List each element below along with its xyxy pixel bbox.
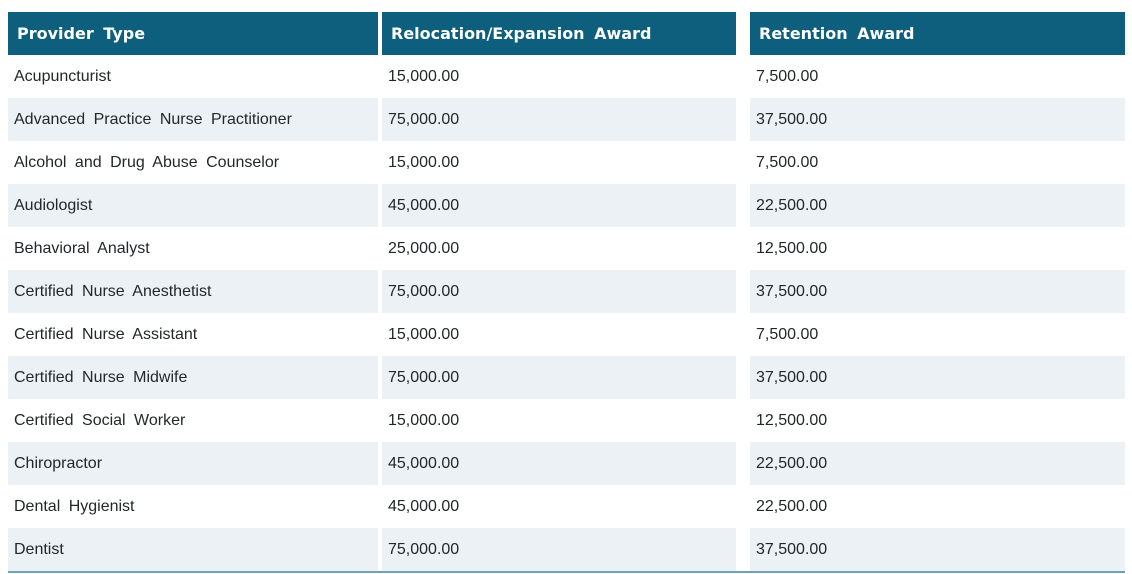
- table-row: Chiropractor 45,000.00 22,500.00: [8, 442, 1125, 485]
- table-body: Acupuncturist 15,000.00 7,500.00 Advanced P…: [8, 55, 1125, 571]
- relocation-expansion-award-cell: 45,000.00: [378, 442, 736, 485]
- provider-type-cell: Audiologist: [8, 184, 378, 227]
- provider-type-cell: Chiropractor: [8, 442, 378, 485]
- relocation-expansion-award-cell: 75,000.00: [378, 270, 736, 313]
- retention-award-cell: 22,500.00: [736, 442, 1125, 485]
- column-header-provider-type: Provider Type: [8, 12, 378, 55]
- relocation-expansion-award-cell: 25,000.00: [378, 227, 736, 270]
- retention-award-cell: 12,500.00: [736, 227, 1125, 270]
- provider-awards-table: Provider Type Relocation/Expansion Award…: [8, 12, 1125, 573]
- table-row: Dental Hygienist 45,000.00 22,500.00: [8, 485, 1125, 528]
- retention-award-cell: 37,500.00: [736, 528, 1125, 571]
- relocation-expansion-award-cell: 45,000.00: [378, 485, 736, 528]
- column-header-relocation-expansion-award: Relocation/Expansion Award: [378, 12, 736, 55]
- provider-type-cell: Behavioral Analyst: [14, 239, 150, 257]
- relocation-expansion-award-cell: 75,000.00: [378, 98, 736, 141]
- relocation-expansion-award-cell: 15,000.00: [378, 399, 736, 442]
- column-header-retention-award: Retention Award: [736, 12, 1125, 55]
- retention-award-cell: 12,500.00: [736, 399, 1125, 442]
- provider-type-cell: Alcohol and Drug Abuse Counselor: [14, 153, 280, 171]
- retention-award-cell: 37,500.00: [736, 98, 1125, 141]
- provider-type-cell: Certified Social Worker: [14, 411, 186, 429]
- relocation-expansion-award-cell: 75,000.00: [378, 356, 736, 399]
- table-row: Audiologist 45,000.00 22,500.00: [8, 184, 1125, 227]
- provider-type-cell: Certified Nurse Anesthetist: [8, 270, 378, 313]
- table-row: Certified Social Worker 15,000.00 12,500.0…: [8, 399, 1125, 442]
- relocation-expansion-award-cell: 75,000.00: [378, 528, 736, 571]
- table-row: Certified Nurse Anesthetist 75,000.00 37,5…: [8, 270, 1125, 313]
- table-row: Behavioral Analyst 25,000.00 12,500.00: [8, 227, 1125, 270]
- retention-award-cell: 7,500.00: [736, 55, 1125, 98]
- retention-award-cell: 22,500.00: [736, 485, 1125, 528]
- provider-type-cell: Certified Nurse Midwife: [8, 356, 378, 399]
- provider-type-cell: Certified Nurse Assistant: [14, 325, 198, 343]
- provider-type-cell: Acupuncturist: [14, 67, 111, 85]
- table-row: Alcohol and Drug Abuse Counselor 15,000.0…: [8, 141, 1125, 184]
- table-header-row: Provider Type Relocation/Expansion Award…: [8, 12, 1125, 55]
- table-row: Advanced Practice Nurse Practitioner 75,0…: [8, 98, 1125, 141]
- retention-award-cell: 37,500.00: [736, 270, 1125, 313]
- retention-award-cell: 7,500.00: [736, 313, 1125, 356]
- table-row: Certified Nurse Assistant 15,000.00 7,500.…: [8, 313, 1125, 356]
- provider-type-cell: Dentist: [8, 528, 378, 571]
- relocation-expansion-award-cell: 15,000.00: [378, 313, 736, 356]
- retention-award-cell: 22,500.00: [736, 184, 1125, 227]
- table-row: Dentist 75,000.00 37,500.00: [8, 528, 1125, 571]
- table-row: Acupuncturist 15,000.00 7,500.00: [8, 55, 1125, 98]
- retention-award-cell: 37,500.00: [736, 356, 1125, 399]
- relocation-expansion-award-cell: 15,000.00: [378, 141, 736, 184]
- provider-type-cell: Dental Hygienist: [14, 497, 135, 515]
- provider-type-cell: Advanced Practice Nurse Practitioner: [8, 98, 378, 141]
- retention-award-cell: 7,500.00: [736, 141, 1125, 184]
- relocation-expansion-award-cell: 15,000.00: [378, 55, 736, 98]
- relocation-expansion-award-cell: 45,000.00: [378, 184, 736, 227]
- table-row: Certified Nurse Midwife 75,000.00 37,500.0…: [8, 356, 1125, 399]
